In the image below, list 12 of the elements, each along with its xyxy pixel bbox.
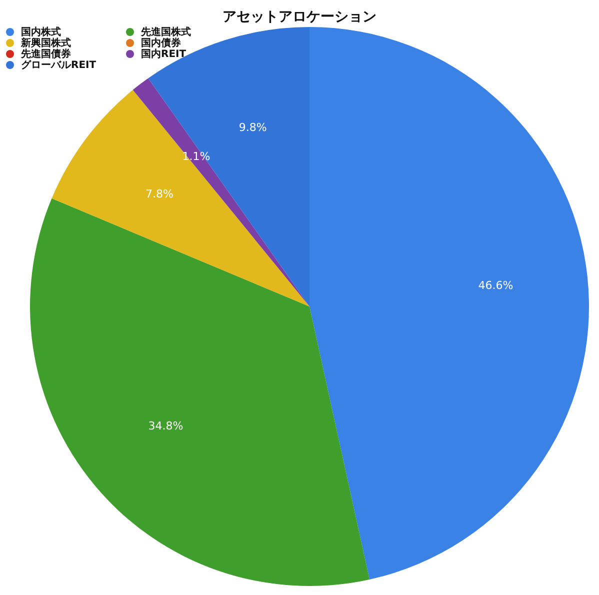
legend-label: 国内債券 [141,36,181,48]
legend-label: 新興国株式 [21,36,71,48]
data-label: 7.8% [146,187,174,200]
data-label: 46.6% [478,279,514,292]
legend-label: 国内REIT [141,48,186,60]
data-label: 34.8% [148,419,184,432]
data-label: 9.8% [238,120,267,134]
legend-label: 先進国株式 [141,26,191,38]
legend-label: グローバルREIT [21,58,96,72]
chart-title: アセットアロケーション [222,8,378,26]
legend-label: 先進国債券 [21,48,71,60]
legend-label: 国内株式 [21,26,61,38]
